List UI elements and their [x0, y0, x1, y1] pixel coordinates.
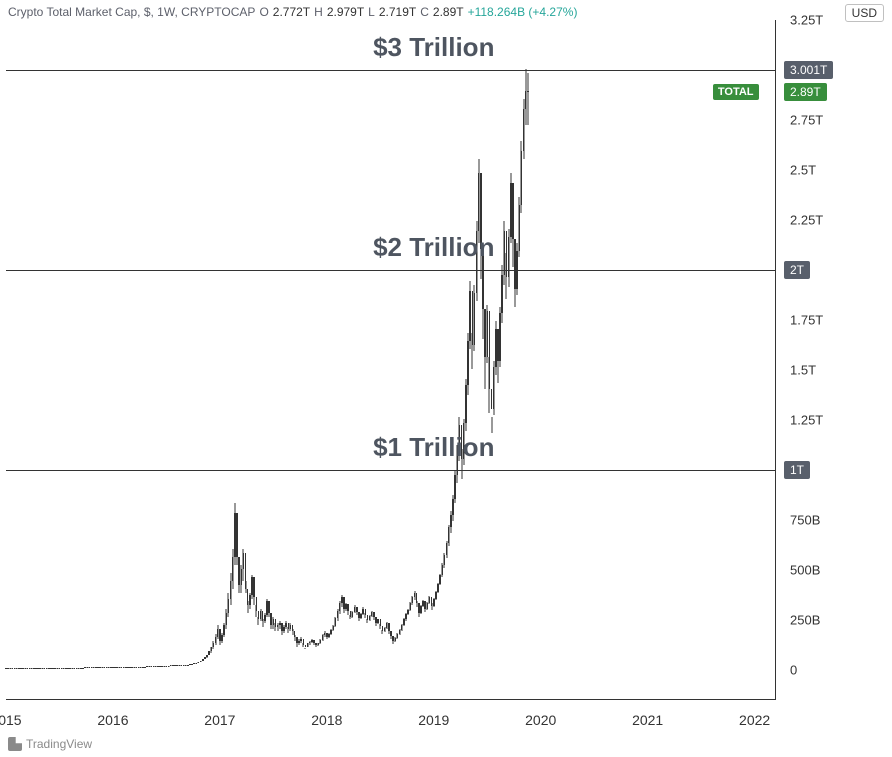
x-tick-label: 2015: [0, 712, 22, 728]
y-tick-label: 1.5T: [790, 363, 816, 378]
candle: [527, 19, 528, 699]
y-axis-badge: 2.89T: [784, 83, 827, 101]
footer-brand: TradingView: [8, 737, 92, 751]
ohlc-h-label: H: [314, 5, 323, 19]
chart-annotation: $2 Trillion: [373, 232, 494, 263]
x-tick-label: 2019: [418, 712, 449, 728]
tradingview-logo-icon: [8, 737, 22, 751]
chart-annotation: $1 Trillion: [373, 432, 494, 463]
ohlc-l-label: L: [368, 5, 375, 19]
horizontal-reference-line: [6, 270, 775, 271]
x-tick-label: 2021: [632, 712, 663, 728]
y-axis-badge: 1T: [784, 461, 810, 479]
y-axis: 0 250B 500B 750B 1.25T 1.5T 1.75T 2.25T 2.5T 2.75…: [776, 20, 886, 700]
y-axis-badge: 2T: [784, 261, 810, 279]
candlestick-series: [6, 20, 775, 699]
footer-brand-text: TradingView: [26, 737, 92, 751]
ohlc-o-val: 2.772T: [273, 5, 310, 19]
ohlc-o-label: O: [259, 5, 268, 19]
x-tick-label: 2022: [739, 712, 770, 728]
horizontal-reference-line: [6, 470, 775, 471]
ohlc-h-val: 2.979T: [327, 5, 364, 19]
y-tick-label: 3.25T: [790, 13, 823, 28]
chart-plot-area[interactable]: $1 Trillion $2 Trillion $3 Trillion TOTAL: [6, 20, 776, 700]
ohlc-change: +118.264B (+4.27%): [468, 5, 578, 19]
total-badge: TOTAL: [713, 84, 759, 100]
y-tick-label: 0: [790, 663, 797, 678]
y-tick-label: 2.25T: [790, 213, 823, 228]
x-tick-label: 2017: [204, 712, 235, 728]
x-axis: 20152016201720182019202020212022: [6, 700, 776, 740]
horizontal-reference-line: [6, 70, 775, 71]
x-tick-label: 2018: [311, 712, 342, 728]
y-tick-label: 750B: [790, 513, 820, 528]
y-tick-label: 500B: [790, 563, 820, 578]
y-tick-label: 2.75T: [790, 113, 823, 128]
chart-header: Crypto Total Market Cap, $, 1W, CRYPTOCA…: [8, 5, 577, 19]
y-tick-label: 1.75T: [790, 313, 823, 328]
chart-annotation: $3 Trillion: [373, 32, 494, 63]
x-tick-label: 2020: [525, 712, 556, 728]
ohlc-c-label: C: [420, 5, 429, 19]
y-tick-label: 250B: [790, 613, 820, 628]
y-tick-label: 2.5T: [790, 163, 816, 178]
chart-title: Crypto Total Market Cap, $, 1W, CRYPTOCA…: [8, 5, 255, 19]
ohlc-l-val: 2.719T: [379, 5, 416, 19]
y-tick-label: 1.25T: [790, 413, 823, 428]
ohlc-c-val: 2.89T: [433, 5, 464, 19]
x-tick-label: 2016: [97, 712, 128, 728]
y-axis-badge: 3.001T: [784, 61, 833, 79]
